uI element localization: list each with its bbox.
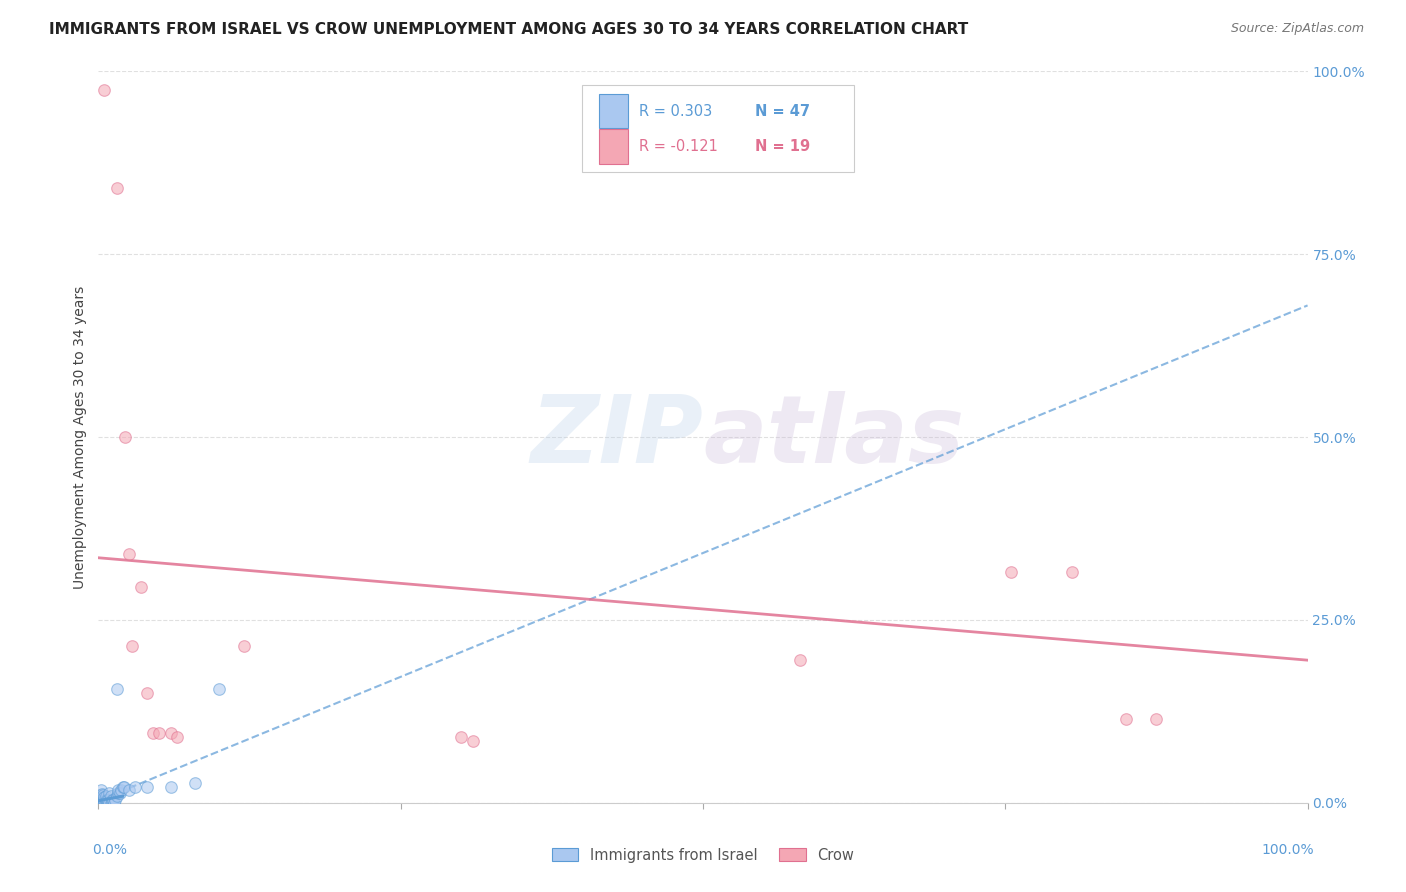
Point <box>142 726 165 740</box>
Point <box>91 787 114 801</box>
Point <box>98 796 121 810</box>
Point <box>160 726 183 740</box>
Point <box>121 639 143 653</box>
FancyBboxPatch shape <box>582 86 855 171</box>
Point <box>91 789 114 804</box>
Point <box>96 796 118 810</box>
Point <box>91 796 114 810</box>
Text: 0.0%: 0.0% <box>93 843 128 857</box>
Point <box>98 786 121 800</box>
Point <box>87 796 110 810</box>
Point <box>1000 566 1022 580</box>
Point <box>208 682 231 697</box>
Point <box>789 653 811 667</box>
Point <box>96 793 118 807</box>
Point <box>91 790 114 805</box>
Point <box>110 782 132 797</box>
Point <box>112 780 135 794</box>
Point <box>105 789 128 804</box>
Point <box>97 796 120 810</box>
Point <box>93 793 115 807</box>
Point <box>1060 566 1083 580</box>
Point <box>135 686 157 700</box>
Point <box>166 730 188 744</box>
Point <box>100 796 122 810</box>
Point <box>94 793 117 807</box>
Text: ZIP: ZIP <box>530 391 703 483</box>
Text: 100.0%: 100.0% <box>1261 843 1313 857</box>
Point <box>94 789 117 804</box>
Point <box>89 789 111 803</box>
Text: IMMIGRANTS FROM ISRAEL VS CROW UNEMPLOYMENT AMONG AGES 30 TO 34 YEARS CORRELATIO: IMMIGRANTS FROM ISRAEL VS CROW UNEMPLOYM… <box>49 22 969 37</box>
Point <box>1115 712 1137 726</box>
Point <box>97 793 120 807</box>
Point <box>148 726 170 740</box>
Point <box>107 786 129 800</box>
Point <box>91 796 114 810</box>
Point <box>91 793 114 807</box>
Point <box>94 796 117 810</box>
Point <box>232 639 254 653</box>
Text: R = 0.303: R = 0.303 <box>638 103 713 119</box>
Point <box>100 793 122 807</box>
Text: R = -0.121: R = -0.121 <box>638 139 718 154</box>
Point <box>124 780 146 794</box>
Point <box>93 789 115 804</box>
FancyBboxPatch shape <box>599 129 628 164</box>
Point <box>1146 712 1168 726</box>
Point <box>101 793 124 807</box>
Point <box>100 789 122 804</box>
Point <box>100 796 122 810</box>
Legend: Immigrants from Israel, Crow: Immigrants from Israel, Crow <box>546 842 860 869</box>
Text: N = 47: N = 47 <box>755 103 810 119</box>
Point <box>105 682 128 697</box>
Point <box>93 796 115 810</box>
Point <box>103 796 125 810</box>
Point <box>160 780 183 794</box>
Point <box>91 789 114 803</box>
Point <box>104 793 127 807</box>
Point <box>93 83 115 97</box>
Point <box>118 782 141 797</box>
Point <box>135 780 157 794</box>
Text: N = 19: N = 19 <box>755 139 810 154</box>
Point <box>105 181 128 195</box>
Text: atlas: atlas <box>703 391 965 483</box>
Point <box>184 776 207 790</box>
Y-axis label: Unemployment Among Ages 30 to 34 years: Unemployment Among Ages 30 to 34 years <box>73 285 87 589</box>
Point <box>114 430 136 444</box>
Point <box>463 733 485 747</box>
Point <box>90 782 112 797</box>
FancyBboxPatch shape <box>599 94 628 128</box>
Point <box>111 780 134 794</box>
Point <box>90 792 112 806</box>
Point <box>450 730 472 744</box>
Point <box>89 796 111 810</box>
Point <box>107 782 129 797</box>
Point <box>118 547 141 561</box>
Point <box>90 796 112 810</box>
Text: Source: ZipAtlas.com: Source: ZipAtlas.com <box>1230 22 1364 36</box>
Point <box>108 786 131 800</box>
Point <box>129 580 152 594</box>
Point <box>91 792 114 806</box>
